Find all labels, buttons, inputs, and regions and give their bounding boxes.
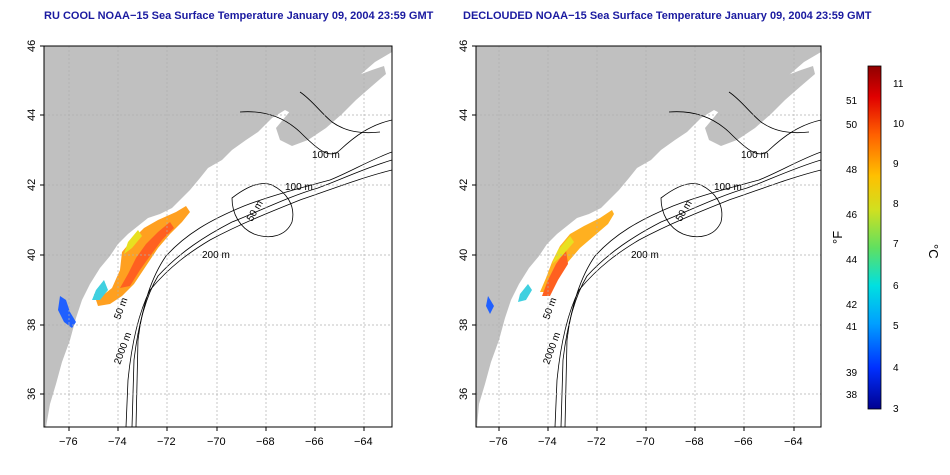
fahrenheit-tick: 41 — [846, 322, 858, 333]
right-sst-yellow — [552, 236, 574, 264]
right-sst-warm — [542, 250, 568, 296]
colorbar-gradient — [867, 65, 882, 410]
colorbar-celsius-ticks: 11 10 9 8 7 6 5 4 3 — [893, 79, 905, 415]
y-tick-label: 46 — [26, 40, 38, 52]
celsius-unit-label: °C — [926, 244, 941, 259]
colorbar-fahrenheit-ticks: 51 50 48 46 44 42 41 39 38 — [846, 96, 858, 401]
left-sst-cool — [92, 280, 108, 300]
x-tick-label: −76 — [59, 436, 78, 448]
fahrenheit-unit-label: °F — [830, 231, 845, 244]
y-tick-label: 40 — [26, 249, 38, 261]
left-map-title: RU COOL NOAA−15 Sea Surface Temperature … — [44, 10, 434, 22]
right-grid — [476, 46, 821, 427]
x-tick-label: −76 — [489, 436, 508, 448]
left-grid — [44, 46, 392, 427]
left-map-frame — [43, 45, 393, 428]
x-tick-label: −74 — [538, 436, 557, 448]
left-y-axis-ticks: 46 44 42 40 38 36 — [26, 40, 44, 400]
right-map-frame — [475, 45, 822, 428]
celsius-tick: 7 — [893, 239, 899, 250]
right-contour-label: 100 m — [714, 182, 742, 193]
fahrenheit-tick: 39 — [846, 368, 858, 379]
left-bathymetry-contours — [125, 91, 392, 427]
right-contour-label: 100 m — [741, 150, 769, 161]
celsius-tick: 10 — [893, 119, 905, 130]
x-tick-label: −64 — [784, 436, 803, 448]
right-sst-cool — [518, 284, 532, 302]
celsius-tick: 9 — [893, 159, 899, 170]
x-tick-label: −68 — [685, 436, 704, 448]
celsius-tick: 6 — [893, 281, 899, 292]
x-tick-label: −74 — [108, 436, 127, 448]
celsius-tick: 4 — [893, 363, 899, 374]
right-bathymetry-contours — [554, 91, 821, 427]
right-sst-cold — [486, 296, 494, 314]
x-tick-label: −68 — [256, 436, 275, 448]
left-sst-yellow — [124, 230, 142, 254]
left-contour-label: 100 m — [312, 150, 340, 161]
left-sst-cold — [58, 296, 76, 328]
x-tick-label: −66 — [734, 436, 753, 448]
left-nova-scotia — [276, 66, 386, 146]
x-tick-label: −70 — [207, 436, 226, 448]
left-contour-label: 200 m — [202, 250, 230, 261]
right-nova-scotia — [705, 66, 815, 146]
y-tick-label: 46 — [458, 40, 470, 52]
y-tick-label: 44 — [26, 109, 38, 121]
left-contour-label: 100 m — [285, 182, 313, 193]
y-tick-label: 40 — [458, 249, 470, 261]
left-sst-map: 100 m 100 m 50 m 200 m 50 m 2000 m −76 −… — [26, 40, 393, 448]
right-map-title: DECLOUDED NOAA−15 Sea Surface Temperatur… — [463, 10, 872, 22]
fahrenheit-tick: 42 — [846, 300, 858, 311]
right-land — [476, 46, 821, 427]
y-tick-label: 42 — [26, 179, 38, 191]
fahrenheit-tick: 46 — [846, 210, 858, 221]
celsius-tick: 8 — [893, 199, 899, 210]
fahrenheit-tick: 48 — [846, 165, 858, 176]
fahrenheit-tick: 51 — [846, 96, 858, 107]
y-tick-label: 44 — [458, 109, 470, 121]
x-tick-label: −70 — [636, 436, 655, 448]
right-sst-map: 100 m 100 m 50 m 200 m 50 m 2000 m −76 −… — [458, 40, 822, 448]
left-x-axis-ticks: −76 −74 −72 −70 −68 −66 −64 — [59, 427, 373, 448]
right-y-axis-ticks: 46 44 42 40 38 36 — [458, 40, 476, 400]
x-tick-label: −64 — [354, 436, 373, 448]
fahrenheit-tick: 38 — [846, 390, 858, 401]
y-tick-label: 42 — [458, 179, 470, 191]
fahrenheit-tick: 44 — [846, 255, 858, 266]
celsius-tick: 11 — [893, 79, 904, 90]
celsius-tick: 3 — [893, 404, 899, 415]
left-land — [44, 46, 392, 427]
temperature-colorbar: 51 50 48 46 44 42 41 39 38 11 10 9 8 7 6… — [830, 65, 941, 415]
x-tick-label: −72 — [157, 436, 176, 448]
right-contour-label: 200 m — [631, 250, 659, 261]
y-tick-label: 36 — [458, 388, 470, 400]
y-tick-label: 38 — [26, 319, 38, 331]
fahrenheit-tick: 50 — [846, 120, 858, 131]
x-tick-label: −72 — [587, 436, 606, 448]
celsius-tick: 5 — [893, 321, 899, 332]
left-sst-warm — [120, 222, 174, 288]
y-tick-label: 36 — [26, 388, 38, 400]
x-tick-label: −66 — [305, 436, 324, 448]
y-tick-label: 38 — [458, 319, 470, 331]
right-x-axis-ticks: −76 −74 −72 −70 −68 −66 −64 — [489, 427, 803, 448]
